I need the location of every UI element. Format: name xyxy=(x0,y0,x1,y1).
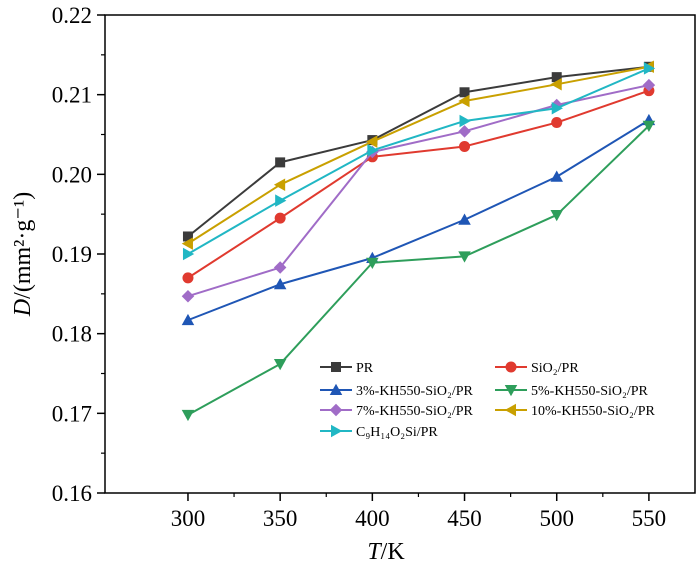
legend-marker xyxy=(329,383,343,395)
series-line xyxy=(187,125,650,416)
legend-item: 3%-KH550-SiO₂/PR xyxy=(320,383,474,399)
x-tick-label: 400 xyxy=(355,506,390,531)
legend-marker xyxy=(505,361,517,373)
legend-label: 3%-KH550-SiO₂/PR xyxy=(356,384,474,399)
data-point xyxy=(458,213,471,225)
y-tick-label: 0.18 xyxy=(52,322,92,347)
series-line xyxy=(187,67,650,255)
data-point xyxy=(181,289,195,303)
series-6 xyxy=(182,62,656,261)
x-axis: 300 350 400 450 500 550 xyxy=(171,493,666,531)
data-point xyxy=(182,272,194,284)
data-point xyxy=(551,72,562,83)
data-point xyxy=(181,409,195,422)
x-axis-title: T/K xyxy=(367,539,405,565)
data-point xyxy=(458,94,470,108)
legend-item: 5%-KH550-SiO₂/PR xyxy=(495,384,649,399)
data-point xyxy=(181,237,193,250)
legend-marker xyxy=(331,424,343,438)
data-point xyxy=(642,120,656,132)
legend-item: 7%-KH550-SiO₂/PR xyxy=(320,403,474,419)
data-point xyxy=(182,231,193,242)
data-point xyxy=(459,87,470,98)
data-point xyxy=(274,212,286,224)
data-point xyxy=(458,251,471,263)
legend-item: C₉H₁₄O₂Si/PR xyxy=(320,424,438,440)
legend-label: 10%-KH550-SiO₂/PR xyxy=(531,404,656,419)
x-tick-label: 450 xyxy=(447,506,482,531)
data-point xyxy=(181,313,195,326)
legend-label: PR xyxy=(356,361,374,376)
series-3 xyxy=(181,120,656,422)
data-point xyxy=(643,62,656,75)
series-line xyxy=(187,119,650,322)
data-point xyxy=(367,144,379,157)
data-point xyxy=(366,135,378,148)
legend-marker xyxy=(331,362,341,372)
y-tick-label: 0.20 xyxy=(52,162,92,187)
data-point xyxy=(550,209,563,222)
data-point xyxy=(275,194,287,207)
data-point xyxy=(551,101,563,115)
legend-marker xyxy=(504,403,516,417)
y-tick-label: 0.17 xyxy=(52,401,92,426)
x-tick-label: 550 xyxy=(632,506,667,531)
legend-label: 5%-KH550-SiO₂/PR xyxy=(531,384,649,399)
data-point xyxy=(551,117,563,129)
legend-item: SiO₂/PR xyxy=(495,361,579,376)
data-point xyxy=(273,278,287,290)
data-point xyxy=(366,257,379,270)
legend: PR SiO₂/PR 3%-KH550-SiO₂/PR 5%-KH550-SiO₂/P… xyxy=(320,361,656,440)
y-tick-label: 0.22 xyxy=(52,3,92,28)
data-point xyxy=(182,247,195,261)
y-axis-title: D/(mm²·g⁻¹) xyxy=(10,192,36,317)
data-point xyxy=(275,157,286,168)
legend-marker xyxy=(329,403,343,417)
series-layer xyxy=(181,60,656,422)
y-tick-label: 0.16 xyxy=(52,481,92,506)
data-point xyxy=(459,114,471,128)
series-line xyxy=(187,89,650,279)
legend-item: PR xyxy=(320,361,374,376)
data-point xyxy=(273,178,286,191)
series-5 xyxy=(181,60,654,250)
x-tick-label: 300 xyxy=(171,506,206,531)
data-point xyxy=(550,170,563,182)
legend-label: 7%-KH550-SiO₂/PR xyxy=(356,404,474,419)
data-point xyxy=(273,358,287,371)
y-tick-label: 0.21 xyxy=(52,83,92,108)
data-point xyxy=(642,78,656,92)
x-tick-label: 500 xyxy=(539,506,574,531)
data-point xyxy=(550,78,562,91)
data-point xyxy=(459,140,471,152)
legend-item: 10%-KH550-SiO₂/PR xyxy=(495,403,656,419)
data-point xyxy=(458,125,471,138)
legend-marker xyxy=(504,385,518,397)
series-2 xyxy=(181,113,656,326)
legend-label: C₉H₁₄O₂Si/PR xyxy=(356,425,438,440)
series-line xyxy=(187,65,650,245)
x-tick-label: 350 xyxy=(263,506,298,531)
series-line xyxy=(187,65,650,238)
y-axis: 0.16 0.17 0.18 0.19 0.20 0.21 0.22 xyxy=(52,3,105,506)
y-tick-label: 0.19 xyxy=(52,242,92,267)
legend-label: SiO₂/PR xyxy=(531,361,579,376)
data-point xyxy=(273,261,287,274)
